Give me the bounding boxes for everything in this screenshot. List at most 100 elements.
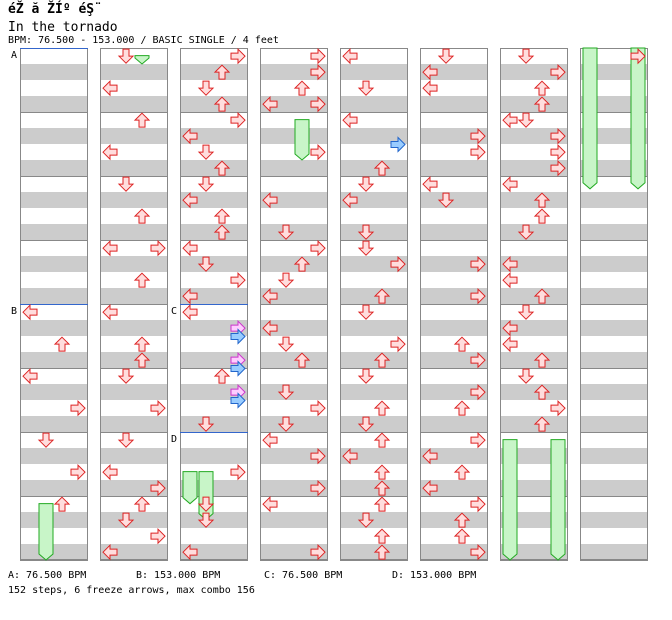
chart-stripe: [260, 448, 328, 464]
step-arrow-l: [422, 63, 438, 81]
tempo-marker-label: A: [11, 50, 17, 61]
tempo-marker-label: C: [171, 306, 177, 317]
step-arrow-d: [517, 304, 535, 320]
step-arrow-l: [342, 447, 358, 465]
step-arrow-r: [470, 431, 486, 449]
step-arrow-u: [373, 160, 391, 176]
step-arrow-r: [230, 392, 246, 409]
step-arrow-r: [230, 47, 246, 65]
chart-stripe: [420, 224, 488, 240]
chart-stripe: [340, 224, 408, 240]
chart-stripe: [180, 416, 248, 432]
step-arrow-d: [117, 48, 135, 64]
step-arrow-r: [470, 543, 486, 561]
step-arrow-d: [517, 224, 535, 240]
chart-stripe: [340, 544, 408, 560]
step-arrow-u: [53, 336, 71, 352]
chart-stripe: [100, 256, 168, 272]
chart-stripe: [100, 512, 168, 528]
step-arrow-d: [357, 304, 375, 320]
step-arrow-l: [22, 367, 38, 385]
footer-bpm-d: D: 153.000 BPM: [392, 570, 477, 581]
step-arrow-u: [133, 352, 151, 368]
chart-stripe: [20, 544, 88, 560]
chart-stripe: [260, 256, 328, 272]
step-arrow-u: [373, 528, 391, 544]
step-arrow-u: [533, 352, 551, 368]
step-arrow-r: [310, 399, 326, 417]
step-arrow-u: [213, 96, 231, 112]
chart-stripe: [20, 128, 88, 144]
chart-stripe: [500, 128, 568, 144]
footer-bpm-b: B: 153.000 BPM: [136, 570, 221, 581]
step-arrow-l: [422, 447, 438, 465]
freeze-arrow: [134, 55, 150, 65]
chart-stripe: [180, 160, 248, 176]
step-arrow-d: [117, 512, 135, 528]
chart-stripe: [260, 192, 328, 208]
step-arrow-r: [470, 127, 486, 145]
step-arrow-u: [533, 96, 551, 112]
chart-column-border: [500, 48, 568, 560]
freeze-arrow: [198, 471, 214, 521]
step-arrow-r: [470, 287, 486, 305]
step-arrow-r: [230, 360, 246, 377]
step-arrow-r: [630, 47, 646, 65]
chart-stripe: [180, 288, 248, 304]
step-arrow-l: [262, 319, 278, 337]
step-arrow-l: [182, 239, 198, 257]
step-arrow-u: [213, 208, 231, 224]
chart-stripe: [580, 448, 648, 464]
chart-stripe: [180, 512, 248, 528]
step-arrow-d: [277, 384, 295, 400]
step-arrow-d: [277, 416, 295, 432]
step-arrow-d: [357, 80, 375, 96]
chart-stripe: [20, 224, 88, 240]
step-arrow-d: [357, 512, 375, 528]
step-arrow-u: [373, 496, 391, 512]
chart-stripe: [100, 64, 168, 80]
chart-stripe: [20, 480, 88, 496]
chart-stripe: [580, 544, 648, 560]
chart-stripe: [340, 480, 408, 496]
step-arrow-r: [230, 463, 246, 481]
step-arrow-r: [70, 463, 86, 481]
step-arrow-r: [230, 111, 246, 129]
chart-stripe: [100, 416, 168, 432]
step-arrow-u: [213, 160, 231, 176]
chart-stripe: [180, 64, 248, 80]
step-arrow-d: [437, 48, 455, 64]
step-arrow-l: [102, 543, 118, 561]
chart-stripe: [100, 96, 168, 112]
footer-stats: 152 steps, 6 freeze arrows, max combo 15…: [8, 585, 255, 596]
song-title-raw: éŽ ă ŽÍº éŞ¨: [8, 2, 102, 17]
step-arrow-d: [197, 80, 215, 96]
chart-stripe: [420, 416, 488, 432]
freeze-arrow: [550, 439, 566, 561]
chart-column-border: [260, 48, 328, 560]
chart-stripe: [340, 256, 408, 272]
chart-stripe: [20, 448, 88, 464]
chart-stripe: [420, 256, 488, 272]
step-arrow-u: [533, 384, 551, 400]
step-arrow-l: [102, 303, 118, 321]
chart-stripe: [580, 224, 648, 240]
step-arrow-r: [150, 479, 166, 497]
chart-stripe: [20, 192, 88, 208]
step-arrow-u: [453, 336, 471, 352]
step-arrow-l: [102, 463, 118, 481]
chart-stripe: [500, 256, 568, 272]
step-arrow-u: [213, 224, 231, 240]
step-arrow-d: [117, 176, 135, 192]
step-arrow-l: [422, 79, 438, 97]
step-arrow-u: [213, 64, 231, 80]
step-arrow-r: [310, 143, 326, 161]
step-arrow-r: [310, 479, 326, 497]
chart-stripe: [580, 352, 648, 368]
step-arrow-l: [182, 127, 198, 145]
step-arrow-r: [470, 495, 486, 513]
chart-stripe: [20, 160, 88, 176]
chart-stripe: [580, 288, 648, 304]
chart-stripe: [100, 352, 168, 368]
step-arrow-r: [310, 543, 326, 561]
